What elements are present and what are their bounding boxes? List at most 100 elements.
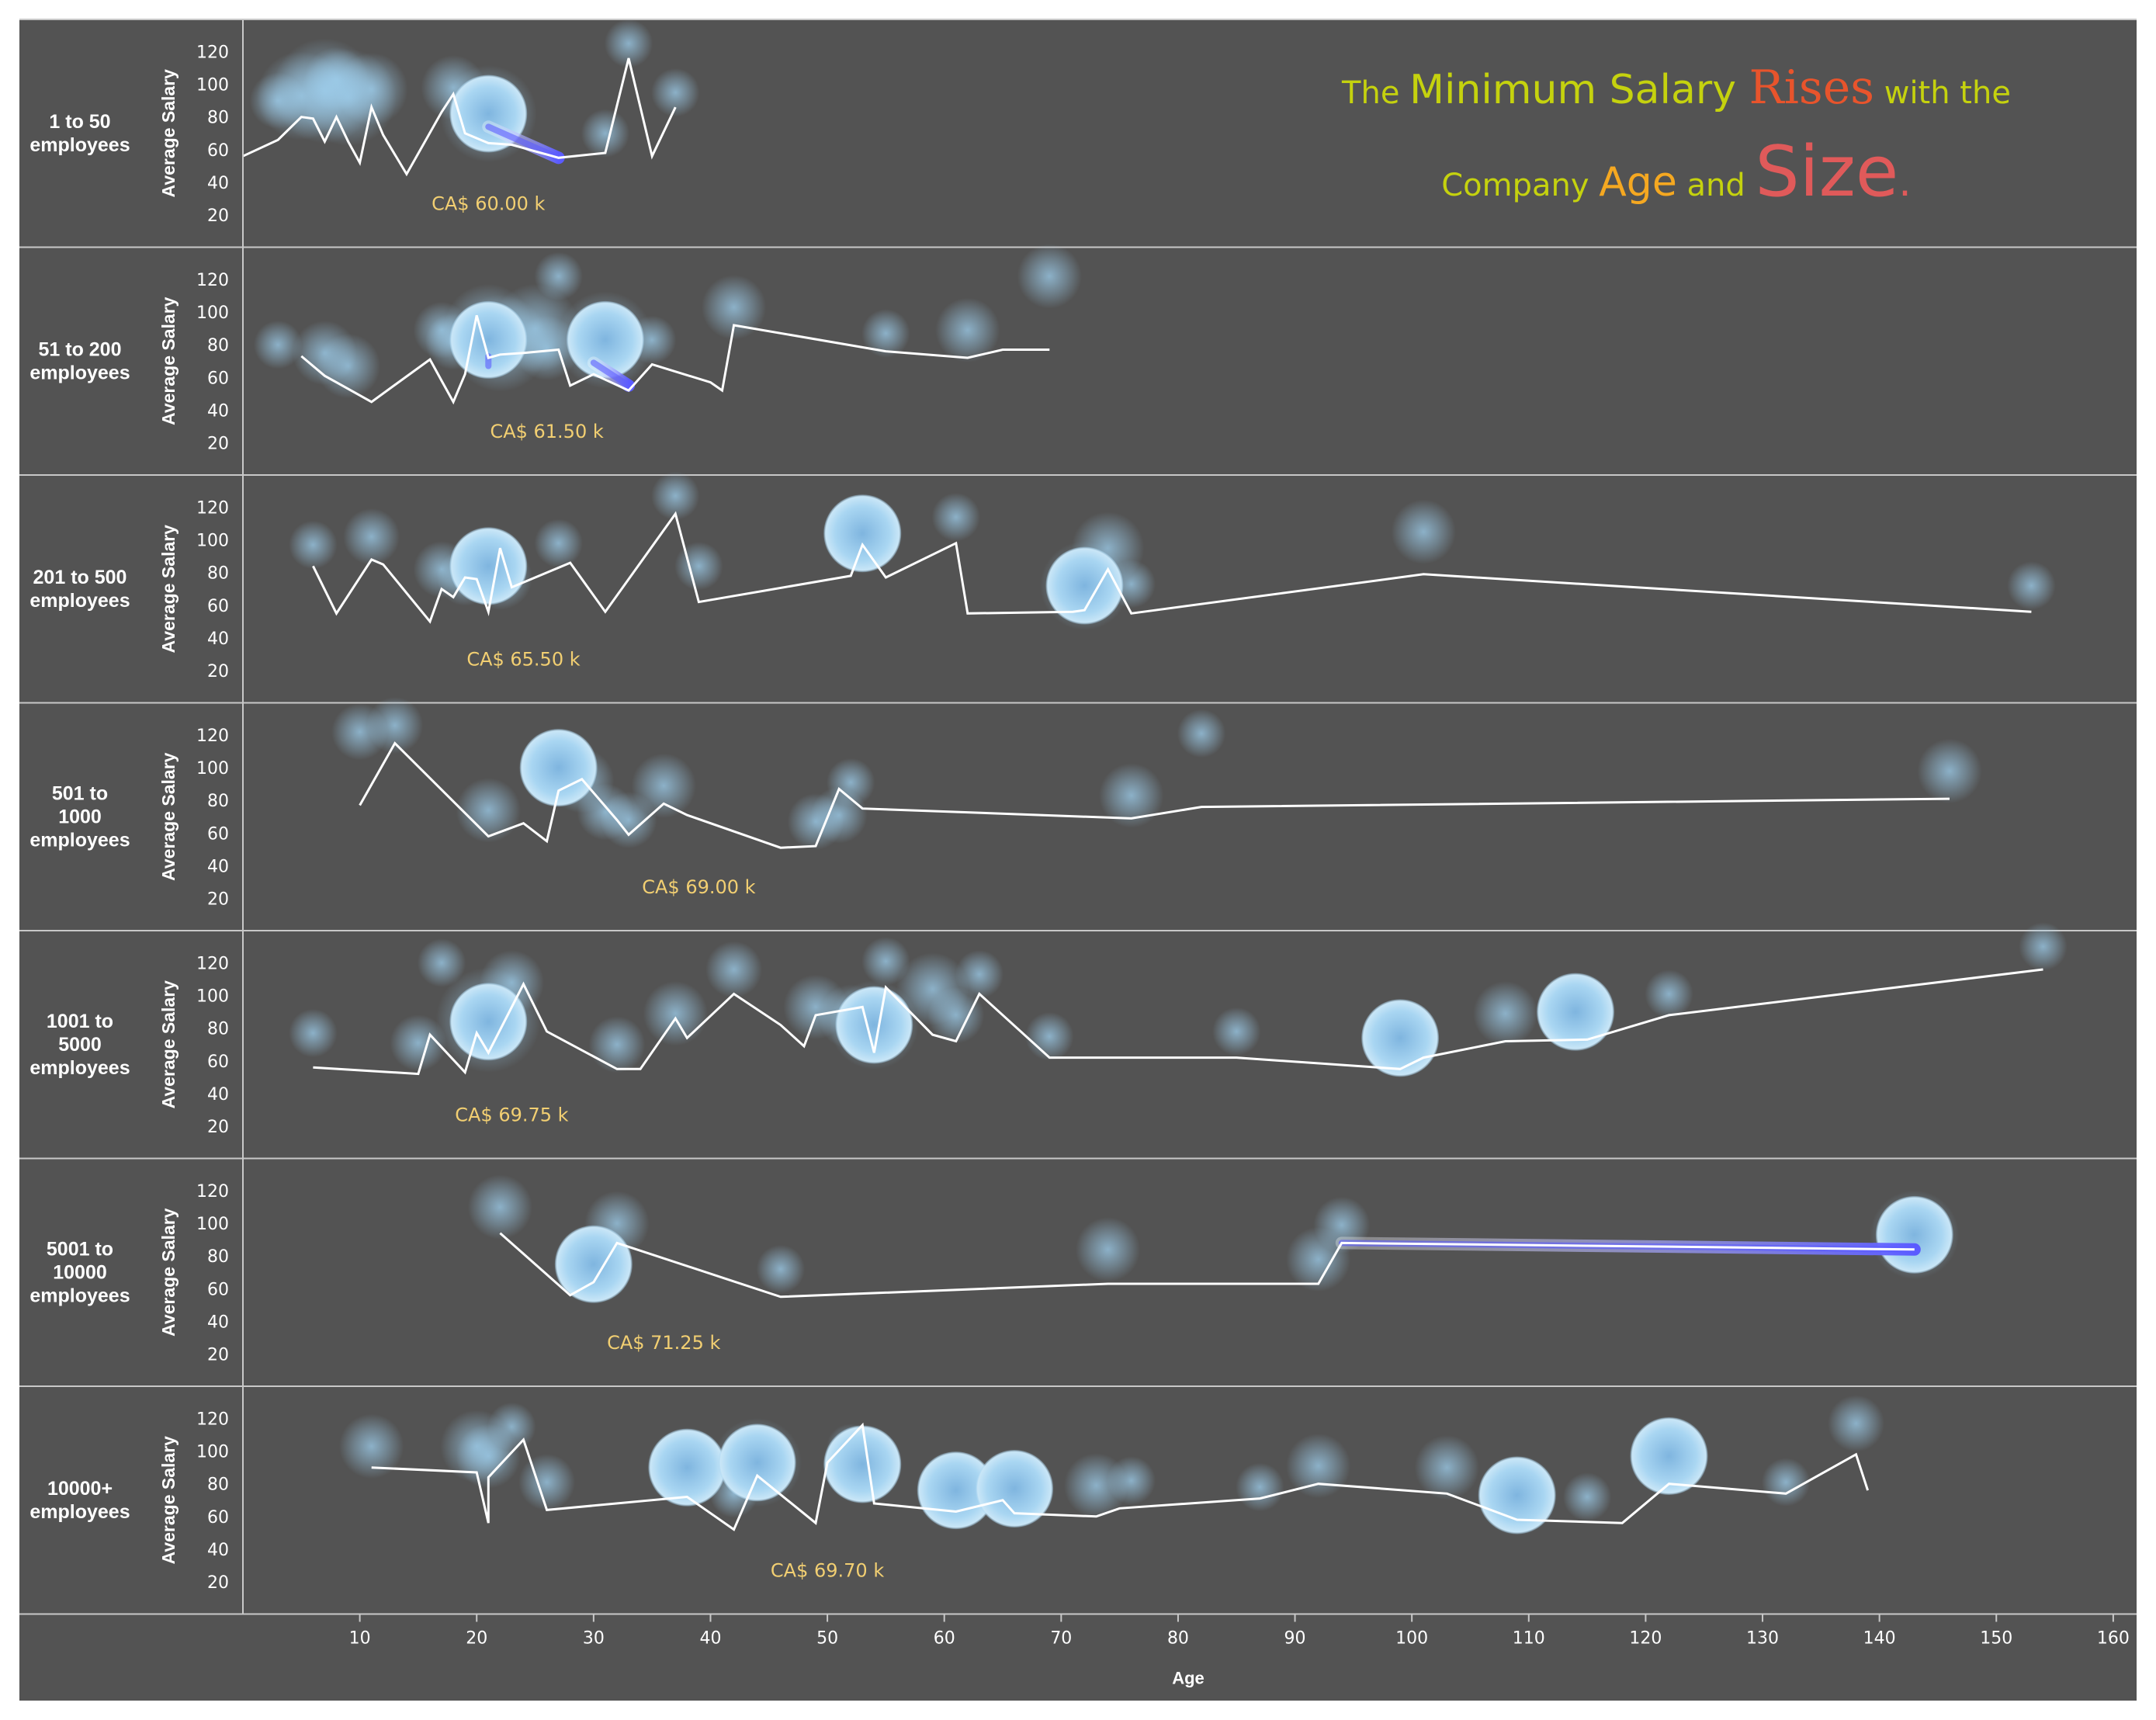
y-tick-label: 40	[207, 629, 229, 649]
y-axis-label: Average Salary	[158, 69, 179, 198]
row-label: 501 to 1000 employees	[29, 782, 130, 851]
y-axis-label: Average Salary	[158, 752, 179, 881]
y-tick-label: 120	[196, 1182, 229, 1202]
bubble	[1828, 1395, 1884, 1452]
y-tick-label: 120	[196, 499, 229, 518]
salary-line	[499, 1232, 1915, 1299]
row-label: 5001 to 10000 employees	[29, 1238, 130, 1306]
bubble	[390, 1014, 447, 1072]
salary-line	[371, 1422, 1870, 1531]
bubble	[651, 68, 700, 117]
bubble	[1286, 1433, 1351, 1499]
row-label: 1 to 50 employees	[29, 111, 130, 156]
highlight-bubble	[1478, 1456, 1556, 1534]
y-tick-label: 120	[196, 271, 229, 290]
title-fragment: Size	[1756, 131, 1899, 213]
highlight-bubble	[718, 1424, 796, 1502]
y-tick-label: 20	[207, 1118, 229, 1137]
title-fragment: and	[1677, 168, 1756, 203]
salary-line	[242, 57, 677, 177]
y-axis-label: Average Salary	[158, 1208, 179, 1337]
bubble	[705, 941, 762, 998]
highlight-bubble	[835, 986, 913, 1064]
bubble	[1391, 499, 1456, 564]
bubble	[2019, 922, 2068, 971]
bubble	[315, 333, 381, 399]
row-label: 1001 to 5000 employees	[29, 1011, 130, 1079]
bubble	[1075, 1217, 1141, 1282]
bubble	[581, 109, 630, 158]
highlight-bubble	[1361, 999, 1440, 1077]
y-tick-label: 120	[196, 955, 229, 974]
y-axis-label: Average Salary	[158, 980, 179, 1109]
bubble	[827, 758, 875, 807]
y-tick-label: 80	[207, 1476, 229, 1495]
bubble	[289, 1008, 338, 1058]
bubble	[1414, 1435, 1479, 1500]
y-tick-label: 80	[207, 1020, 229, 1039]
min-salary-annotation: CA$ 65.50 k	[466, 649, 580, 671]
min-salary-annotation: CA$ 71.25 k	[607, 1332, 720, 1354]
title-line-2: Company Age and Size.	[1441, 131, 1912, 213]
y-tick-label: 80	[207, 109, 229, 128]
y-tick-label: 60	[207, 597, 229, 616]
highlight-bubble	[976, 1450, 1054, 1528]
bubble	[1177, 709, 1226, 758]
bubble	[643, 981, 708, 1046]
bubble	[534, 251, 583, 301]
bubble	[417, 938, 466, 987]
panel-6: 10000+ employees Average Salary 20 40 60 80 100…	[19, 1395, 2137, 1615]
bubble	[935, 297, 1000, 362]
bubble	[1917, 738, 1982, 803]
y-tick-label: 100	[196, 303, 229, 323]
panels: 1 to 50 employees Average Salary2040608010…	[19, 19, 2137, 1615]
highlight-bubble	[449, 983, 528, 1061]
row-label: 201 to 500 employees	[29, 567, 130, 612]
highlight-bubble	[566, 300, 644, 379]
bubble	[1107, 1456, 1156, 1505]
panel-2: 201 to 500 employees Average Salary 20 40 60 8…	[19, 471, 2137, 704]
highlight-bubble	[823, 1425, 902, 1503]
y-tick-label: 40	[207, 401, 229, 421]
bubble	[456, 778, 521, 843]
highlight-segment-core	[485, 123, 562, 161]
y-tick-label: 80	[207, 792, 229, 811]
bubble	[343, 508, 400, 565]
panel-5: 5001 to 10000 employees Average Salary 20 40 6…	[19, 1174, 2137, 1387]
salary-line	[300, 314, 1050, 405]
x-tick-label: 30	[583, 1629, 605, 1649]
y-tick-label: 120	[196, 726, 229, 746]
highlight-bubble	[1537, 973, 1615, 1051]
highlight-segment-core	[590, 359, 633, 389]
title-fragment: .	[1898, 159, 1912, 206]
bubble	[588, 1016, 646, 1073]
title-fragment: The	[1341, 75, 1409, 111]
y-tick-label: 80	[207, 336, 229, 355]
bubble	[1025, 1012, 1074, 1061]
y-tick-label: 100	[196, 532, 229, 551]
highlight-bubble	[519, 729, 598, 807]
x-tick-label: 90	[1284, 1629, 1306, 1649]
x-axis: 10 20 30 40 50 60 70 80 90 100 110 120 130 140 150 160 A…	[349, 1614, 2130, 1688]
bubble	[534, 518, 583, 568]
title-fragment: with the	[1874, 75, 2011, 111]
bubble	[674, 542, 723, 591]
y-tick-label: 60	[207, 1052, 229, 1072]
bubble	[604, 19, 653, 68]
min-salary-annotation: CA$ 61.50 k	[490, 421, 603, 442]
y-axis-label: Average Salary	[158, 1436, 179, 1565]
highlight-bubble	[554, 1225, 633, 1303]
salary-line	[359, 741, 1950, 849]
x-tick-label: 10	[349, 1629, 371, 1649]
y-tick-label: 60	[207, 824, 229, 844]
bubble	[518, 1454, 576, 1511]
bubble	[931, 492, 980, 542]
row-label: 51 to 200 employees	[29, 338, 130, 383]
x-tick-label: 20	[466, 1629, 487, 1649]
bubble	[631, 753, 696, 818]
x-tick-label: 60	[934, 1629, 955, 1649]
bubble	[1645, 969, 1693, 1018]
salary-line	[312, 511, 2032, 624]
x-tick-label: 40	[699, 1629, 721, 1649]
bubble	[366, 697, 424, 754]
